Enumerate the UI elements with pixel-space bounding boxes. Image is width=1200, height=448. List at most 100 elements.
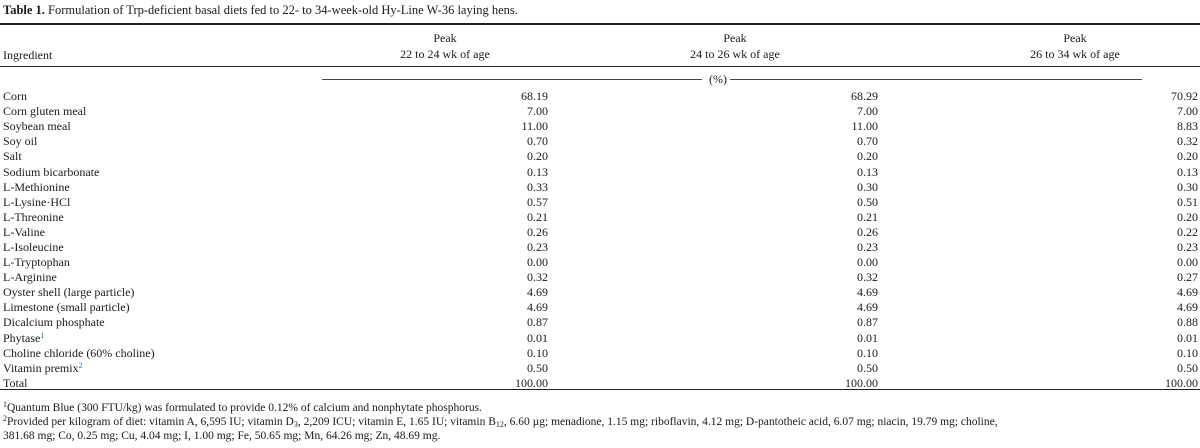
ingredient-label: L-Valine — [3, 224, 45, 239]
value-cell-v3: 100.00 — [1165, 375, 1198, 390]
table-row: Phytase1 0.01 0.01 0.01 — [3, 331, 1198, 346]
table-row: L-Tryptophan 0.00 0.00 0.00 — [3, 255, 1198, 270]
top-rule — [0, 23, 1200, 25]
footnote-2-sub-b12: 12 — [495, 420, 504, 429]
ingredient-label: L-Methionine — [3, 179, 70, 194]
value-cell-v1: 0.00 — [527, 255, 548, 270]
value-cell-v2: 4.69 — [857, 300, 878, 315]
value-cell-v3: 0.32 — [1177, 134, 1198, 149]
ingredient-label: Limestone (small particle) — [3, 300, 130, 315]
table-row: Sodium bicarbonate 0.13 0.13 0.13 — [3, 164, 1198, 179]
ingredient-label: Corn — [3, 89, 27, 104]
footnote-2: 2Provided per kilogram of diet: vitamin … — [3, 415, 998, 429]
value-cell-v3: 0.51 — [1177, 194, 1198, 209]
value-cell-v2: 0.50 — [857, 194, 878, 209]
value-cell-v3: 4.69 — [1177, 300, 1198, 315]
value-cell-v2: 68.29 — [851, 89, 878, 104]
value-cell-v1: 0.26 — [527, 224, 548, 239]
value-cell-v2: 100.00 — [845, 375, 878, 390]
table-row: Vitamin premix2 0.50 0.50 0.50 — [3, 361, 1198, 376]
footnote-ref[interactable]: 2 — [78, 360, 83, 370]
ingredient-name: L-Methionine — [3, 180, 303, 195]
value-cell-v3: 0.00 — [1177, 255, 1198, 270]
ingredient-label: Vitamin premix — [3, 360, 79, 375]
unit-label: (%) — [707, 72, 729, 87]
header-col2: Peak 24 to 26 wk of age — [620, 30, 850, 62]
ingredient-name: Soybean meal — [3, 119, 303, 134]
value-cell-v1: 0.33 — [527, 179, 548, 194]
value-cell-v1: 4.69 — [527, 285, 548, 300]
value-cell-v3: 0.10 — [1177, 345, 1198, 360]
table-row: Salt 0.20 0.20 0.20 — [3, 149, 1198, 164]
value-cell-v1: 0.10 — [527, 345, 548, 360]
value-cell-v2: 0.26 — [857, 224, 878, 239]
value-cell-v2: 0.01 — [857, 330, 878, 345]
value-cell-v1: 0.20 — [527, 149, 548, 164]
value-cell-v3: 0.13 — [1177, 164, 1198, 179]
value-cell-v3: 0.27 — [1177, 270, 1198, 285]
table-row: L-Lysine·HCl 0.57 0.50 0.51 — [3, 195, 1198, 210]
ingredient-label: L-Tryptophan — [3, 255, 70, 270]
ingredient-name: L-Threonine — [3, 210, 303, 225]
ingredient-label: Total — [3, 375, 28, 390]
header-col1: Peak 22 to 24 wk of age — [330, 30, 560, 62]
ingredient-table: Corn 68.19 68.29 70.92 Corn gluten meal 7.00 7… — [3, 89, 1198, 391]
table-row: Soybean meal 11.00 11.00 8.83 — [3, 119, 1198, 134]
ingredient-name: Soy oil — [3, 134, 303, 149]
value-cell-v3: 0.50 — [1177, 360, 1198, 375]
value-cell-v3: 0.22 — [1177, 224, 1198, 239]
value-cell-v3: 0.20 — [1177, 149, 1198, 164]
value-cell-v1: 0.70 — [527, 134, 548, 149]
ingredient-label: Salt — [3, 149, 22, 164]
footnote-1: 1Quantum Blue (300 FTU/kg) was formulate… — [3, 401, 482, 415]
footnote-ref[interactable]: 1 — [40, 330, 45, 340]
value-cell-v3: 4.69 — [1177, 285, 1198, 300]
table-row: Limestone (small particle) 4.69 4.69 4.69 — [3, 300, 1198, 315]
footnote-2-text-b: , 2,209 ICU; vitamin E, 1.65 IU; vitamin… — [297, 416, 496, 428]
table-row: Total 100.00 100.00 100.00 — [3, 376, 1198, 391]
ingredient-name: L-Lysine·HCl — [3, 195, 303, 210]
value-cell-v1: 0.87 — [527, 315, 548, 330]
value-cell-v2: 0.13 — [857, 164, 878, 179]
value-cell-v1: 7.00 — [527, 104, 548, 119]
table-row: L-Threonine 0.21 0.21 0.20 — [3, 210, 1198, 225]
footnote-2-text-c: , 6.60 µg; menadione, 1.15 mg; riboflavi… — [503, 416, 998, 428]
ingredient-label: L-Arginine — [3, 270, 57, 285]
value-cell-v1: 0.57 — [527, 194, 548, 209]
value-cell-v2: 0.30 — [857, 179, 878, 194]
value-cell-v3: 7.00 — [1177, 104, 1198, 119]
footnote-2-text-a: Provided per kilogram of diet: vitamin A… — [7, 416, 294, 428]
value-cell-v2: 0.87 — [857, 315, 878, 330]
ingredient-name: Corn gluten meal — [3, 104, 303, 119]
value-cell-v2: 0.32 — [857, 270, 878, 285]
header-ingredient: Ingredient — [3, 48, 53, 62]
value-cell-v1: 0.23 — [527, 239, 548, 254]
value-cell-v2: 0.70 — [857, 134, 878, 149]
value-cell-v2: 0.20 — [857, 149, 878, 164]
footnote-2-mark: 2 — [3, 414, 7, 423]
ingredient-label: Dicalcium phosphate — [3, 315, 105, 330]
footnote-1-mark: 1 — [3, 400, 7, 409]
value-cell-v2: 0.10 — [857, 345, 878, 360]
header-col1-line2: 22 to 24 wk of age — [400, 47, 490, 61]
ingredient-label: Soy oil — [3, 134, 38, 149]
ingredient-label: Corn gluten meal — [3, 104, 87, 119]
unit-line-right — [730, 79, 1142, 80]
value-cell-v3: 0.30 — [1177, 179, 1198, 194]
ingredient-name: Limestone (small particle) — [3, 300, 303, 315]
ingredient-name: L-Tryptophan — [3, 255, 303, 270]
ingredient-name: Phytase1 — [3, 331, 303, 346]
value-cell-v1: 0.13 — [527, 164, 548, 179]
header-col2-line1: Peak — [723, 31, 747, 45]
unit-line-left — [322, 79, 702, 80]
header-col3-line1: Peak — [1063, 31, 1087, 45]
footnote-2-sub-d3: 3 — [293, 420, 298, 429]
value-cell-v1: 0.50 — [527, 360, 548, 375]
ingredient-label: L-Isoleucine — [3, 239, 64, 254]
table-row: L-Valine 0.26 0.26 0.22 — [3, 225, 1198, 240]
ingredient-name: Corn — [3, 89, 303, 104]
value-cell-v1: 100.00 — [515, 375, 548, 390]
ingredient-name: Vitamin premix2 — [3, 361, 303, 376]
table-row: Soy oil 0.70 0.70 0.32 — [3, 134, 1198, 149]
